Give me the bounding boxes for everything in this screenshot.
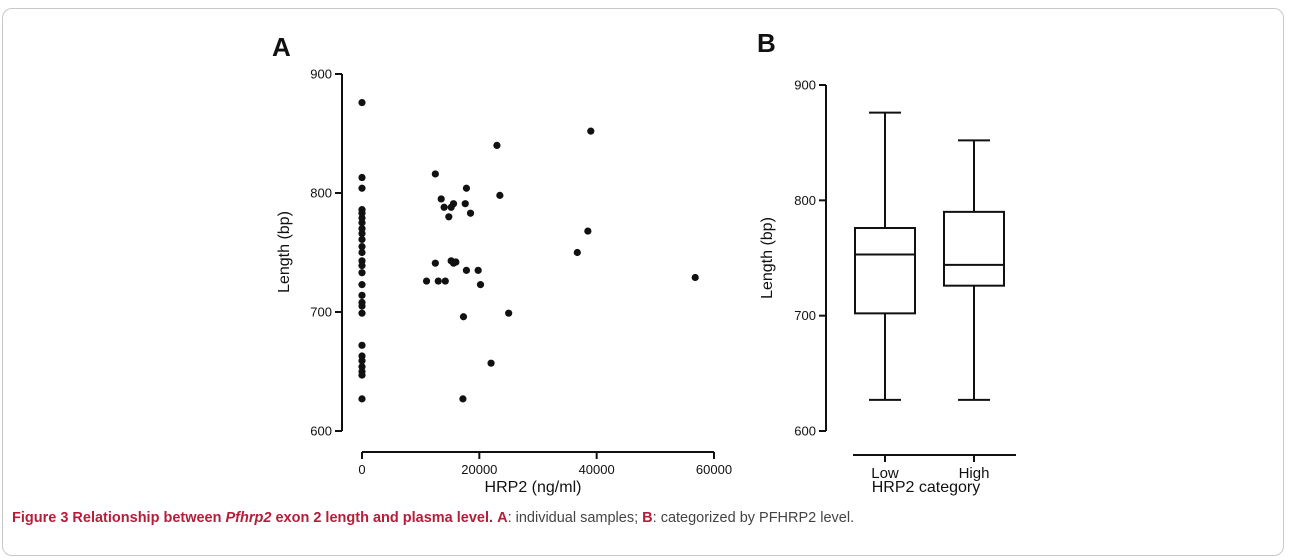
scatter-point xyxy=(587,127,595,135)
panel-a-y-tick-label: 600 xyxy=(310,424,332,439)
scatter-point xyxy=(358,395,366,403)
scatter-point xyxy=(573,248,581,257)
scatter-point xyxy=(358,173,366,182)
scatter-point xyxy=(459,313,468,321)
panel-a-points xyxy=(358,98,699,403)
scatter-point xyxy=(449,200,458,208)
panel-a-x-tick-label: 20000 xyxy=(461,462,497,477)
panel-a-y-tick-label: 800 xyxy=(310,186,332,201)
panel-a-y-axis-label: Length (bp) xyxy=(276,211,293,293)
box-iqr xyxy=(943,210,1005,287)
scatter-point xyxy=(496,191,504,199)
panel-b-y-tick-label: 700 xyxy=(794,308,816,323)
scatter-point xyxy=(474,266,482,274)
caption-title-suffix: exon 2 length and plasma level. xyxy=(271,510,494,526)
scatter-point xyxy=(445,213,453,221)
scatter-point xyxy=(358,248,366,257)
scatter-point xyxy=(358,235,366,244)
panel-b-letter: B xyxy=(757,28,776,58)
panel-a-letter: A xyxy=(272,32,291,62)
scatter-point xyxy=(358,341,366,349)
figure-caption: Figure 3 Relationship between Pfhrp2 exo… xyxy=(12,510,1274,526)
scatter-point xyxy=(691,273,699,282)
panel-a-scatter: A 600 700 800 900 0 20000 40000 60000 HRP2 (ng/… xyxy=(272,32,732,496)
scatter-point xyxy=(462,266,471,274)
scatter-point xyxy=(440,203,448,211)
scatter-point xyxy=(434,277,442,285)
panel-a-x-tick-label: 0 xyxy=(358,462,365,477)
caption-a-text: : individual samples; xyxy=(507,510,643,526)
scatter-point xyxy=(358,261,366,270)
box-high xyxy=(943,139,1005,401)
scatter-point xyxy=(358,184,366,192)
scatter-point xyxy=(358,291,366,299)
scatter-point xyxy=(358,98,366,107)
scatter-point xyxy=(358,269,366,277)
scatter-point xyxy=(358,281,366,289)
scatter-point xyxy=(459,395,467,403)
scatter-point xyxy=(466,209,475,217)
scatter-point xyxy=(358,242,366,251)
panel-b-boxplot: B 600 700 800 900 Low High HRP2 category Leng… xyxy=(757,28,1016,496)
scatter-point xyxy=(452,258,460,266)
panel-b-y-tick-label: 900 xyxy=(794,78,816,93)
panel-b-category-label: Low xyxy=(871,465,899,482)
panel-a-x-axis-label: HRP2 (ng/ml) xyxy=(485,479,582,496)
scatter-point xyxy=(461,200,469,208)
panel-a-x-tick-label: 40000 xyxy=(579,462,615,477)
scatter-point xyxy=(431,170,439,178)
caption-title-italic: Pfhrp2 xyxy=(225,510,272,526)
caption-b-text: : categorized by PFHRP2 level. xyxy=(652,510,855,526)
scatter-point xyxy=(476,281,485,289)
panel-a-x-tick-label: 60000 xyxy=(696,462,732,477)
scatter-point xyxy=(358,309,366,317)
scatter-point xyxy=(358,229,366,238)
scatter-point xyxy=(358,302,366,310)
panel-a-y-tick-label: 700 xyxy=(310,305,332,320)
scatter-point xyxy=(462,184,471,192)
scatter-point xyxy=(493,141,501,149)
caption-b-key: B xyxy=(642,510,653,526)
box-low xyxy=(854,111,916,401)
panel-b-axes: 600 700 800 900 Low High xyxy=(794,78,1016,482)
scatter-point xyxy=(422,277,431,285)
figure-frame xyxy=(2,8,1284,556)
panel-b-boxes xyxy=(854,111,1005,401)
scatter-point xyxy=(441,277,449,285)
scatter-point xyxy=(505,309,513,317)
scatter-point xyxy=(358,219,366,227)
scatter-point xyxy=(358,357,366,365)
panel-a-y-tick-label: 900 xyxy=(310,67,332,82)
panel-b-y-axis-label: Length (bp) xyxy=(759,217,776,299)
scatter-point xyxy=(584,227,592,235)
panel-b-category-label: High xyxy=(959,465,990,482)
caption-title: Figure 3 Relationship between Pfhrp2 exo… xyxy=(12,510,493,526)
scatter-point xyxy=(358,371,366,379)
caption-title-prefix: Figure 3 Relationship between xyxy=(12,510,226,526)
panel-a-axes: 600 700 800 900 0 20000 40000 60000 xyxy=(310,67,732,478)
scatter-point xyxy=(431,259,439,267)
box-iqr xyxy=(854,227,916,315)
scatter-point xyxy=(487,359,495,367)
caption-a-key: A xyxy=(497,510,508,526)
panel-b-y-tick-label: 800 xyxy=(794,193,816,208)
panel-b-y-tick-label: 600 xyxy=(794,424,816,439)
panel-b-x-axis-label: HRP2 category xyxy=(872,479,981,496)
scatter-point xyxy=(437,195,445,203)
